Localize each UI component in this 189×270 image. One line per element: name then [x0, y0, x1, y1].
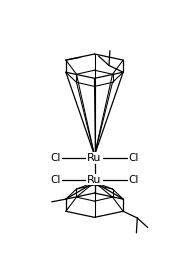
Text: Cl: Cl	[51, 174, 61, 185]
Text: Ru: Ru	[87, 174, 102, 185]
Text: Cl: Cl	[128, 153, 138, 163]
Text: Cl: Cl	[128, 174, 138, 185]
Text: Ru: Ru	[87, 153, 102, 163]
Text: Cl: Cl	[51, 153, 61, 163]
